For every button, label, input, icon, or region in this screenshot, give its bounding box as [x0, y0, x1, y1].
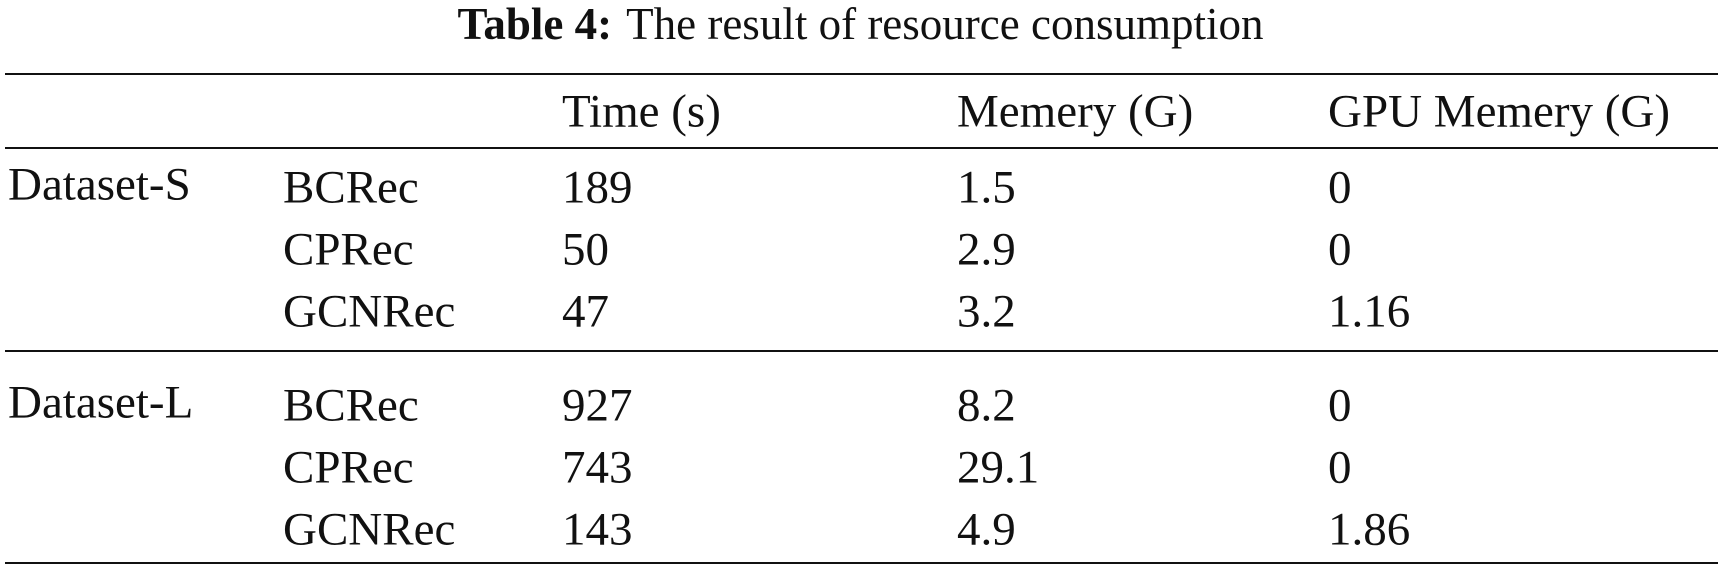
cell-value: 4.9: [957, 503, 1016, 556]
cell-value: 0: [1328, 161, 1352, 214]
cell-value: 927: [562, 379, 633, 432]
cell-value: 1.86: [1328, 503, 1411, 556]
caption-label: Table 4:: [457, 0, 613, 49]
cell-value: 1.5: [957, 161, 1016, 214]
model-name: BCRec: [283, 161, 419, 214]
caption-text: The result of resource consumption: [626, 0, 1264, 49]
group-rule: [5, 350, 1718, 352]
bottom-rule: [5, 562, 1718, 564]
model-name: GCNRec: [283, 285, 456, 338]
group-label: Dataset-L: [8, 376, 194, 429]
cell-value: 0: [1328, 441, 1352, 494]
model-name: BCRec: [283, 379, 419, 432]
cell-value: 0: [1328, 379, 1352, 432]
cell-value: 3.2: [957, 285, 1016, 338]
cell-value: 2.9: [957, 223, 1016, 276]
cell-value: 143: [562, 503, 633, 556]
model-name: GCNRec: [283, 503, 456, 556]
top-rule: [5, 73, 1718, 75]
model-name: CPRec: [283, 223, 414, 276]
cell-value: 8.2: [957, 379, 1016, 432]
table-caption: Table 4: The result of resource consumpti…: [0, 2, 1721, 47]
header-rule: [5, 147, 1718, 149]
cell-value: 47: [562, 285, 609, 338]
group-label: Dataset-S: [8, 158, 191, 211]
cell-value: 743: [562, 441, 633, 494]
cell-value: 50: [562, 223, 609, 276]
column-header: Memery (G): [957, 85, 1194, 138]
column-header: Time (s): [562, 85, 721, 138]
model-name: CPRec: [283, 441, 414, 494]
cell-value: 0: [1328, 223, 1352, 276]
cell-value: 1.16: [1328, 285, 1411, 338]
cell-value: 29.1: [957, 441, 1040, 494]
cell-value: 189: [562, 161, 633, 214]
column-header: GPU Memery (G): [1328, 85, 1670, 138]
